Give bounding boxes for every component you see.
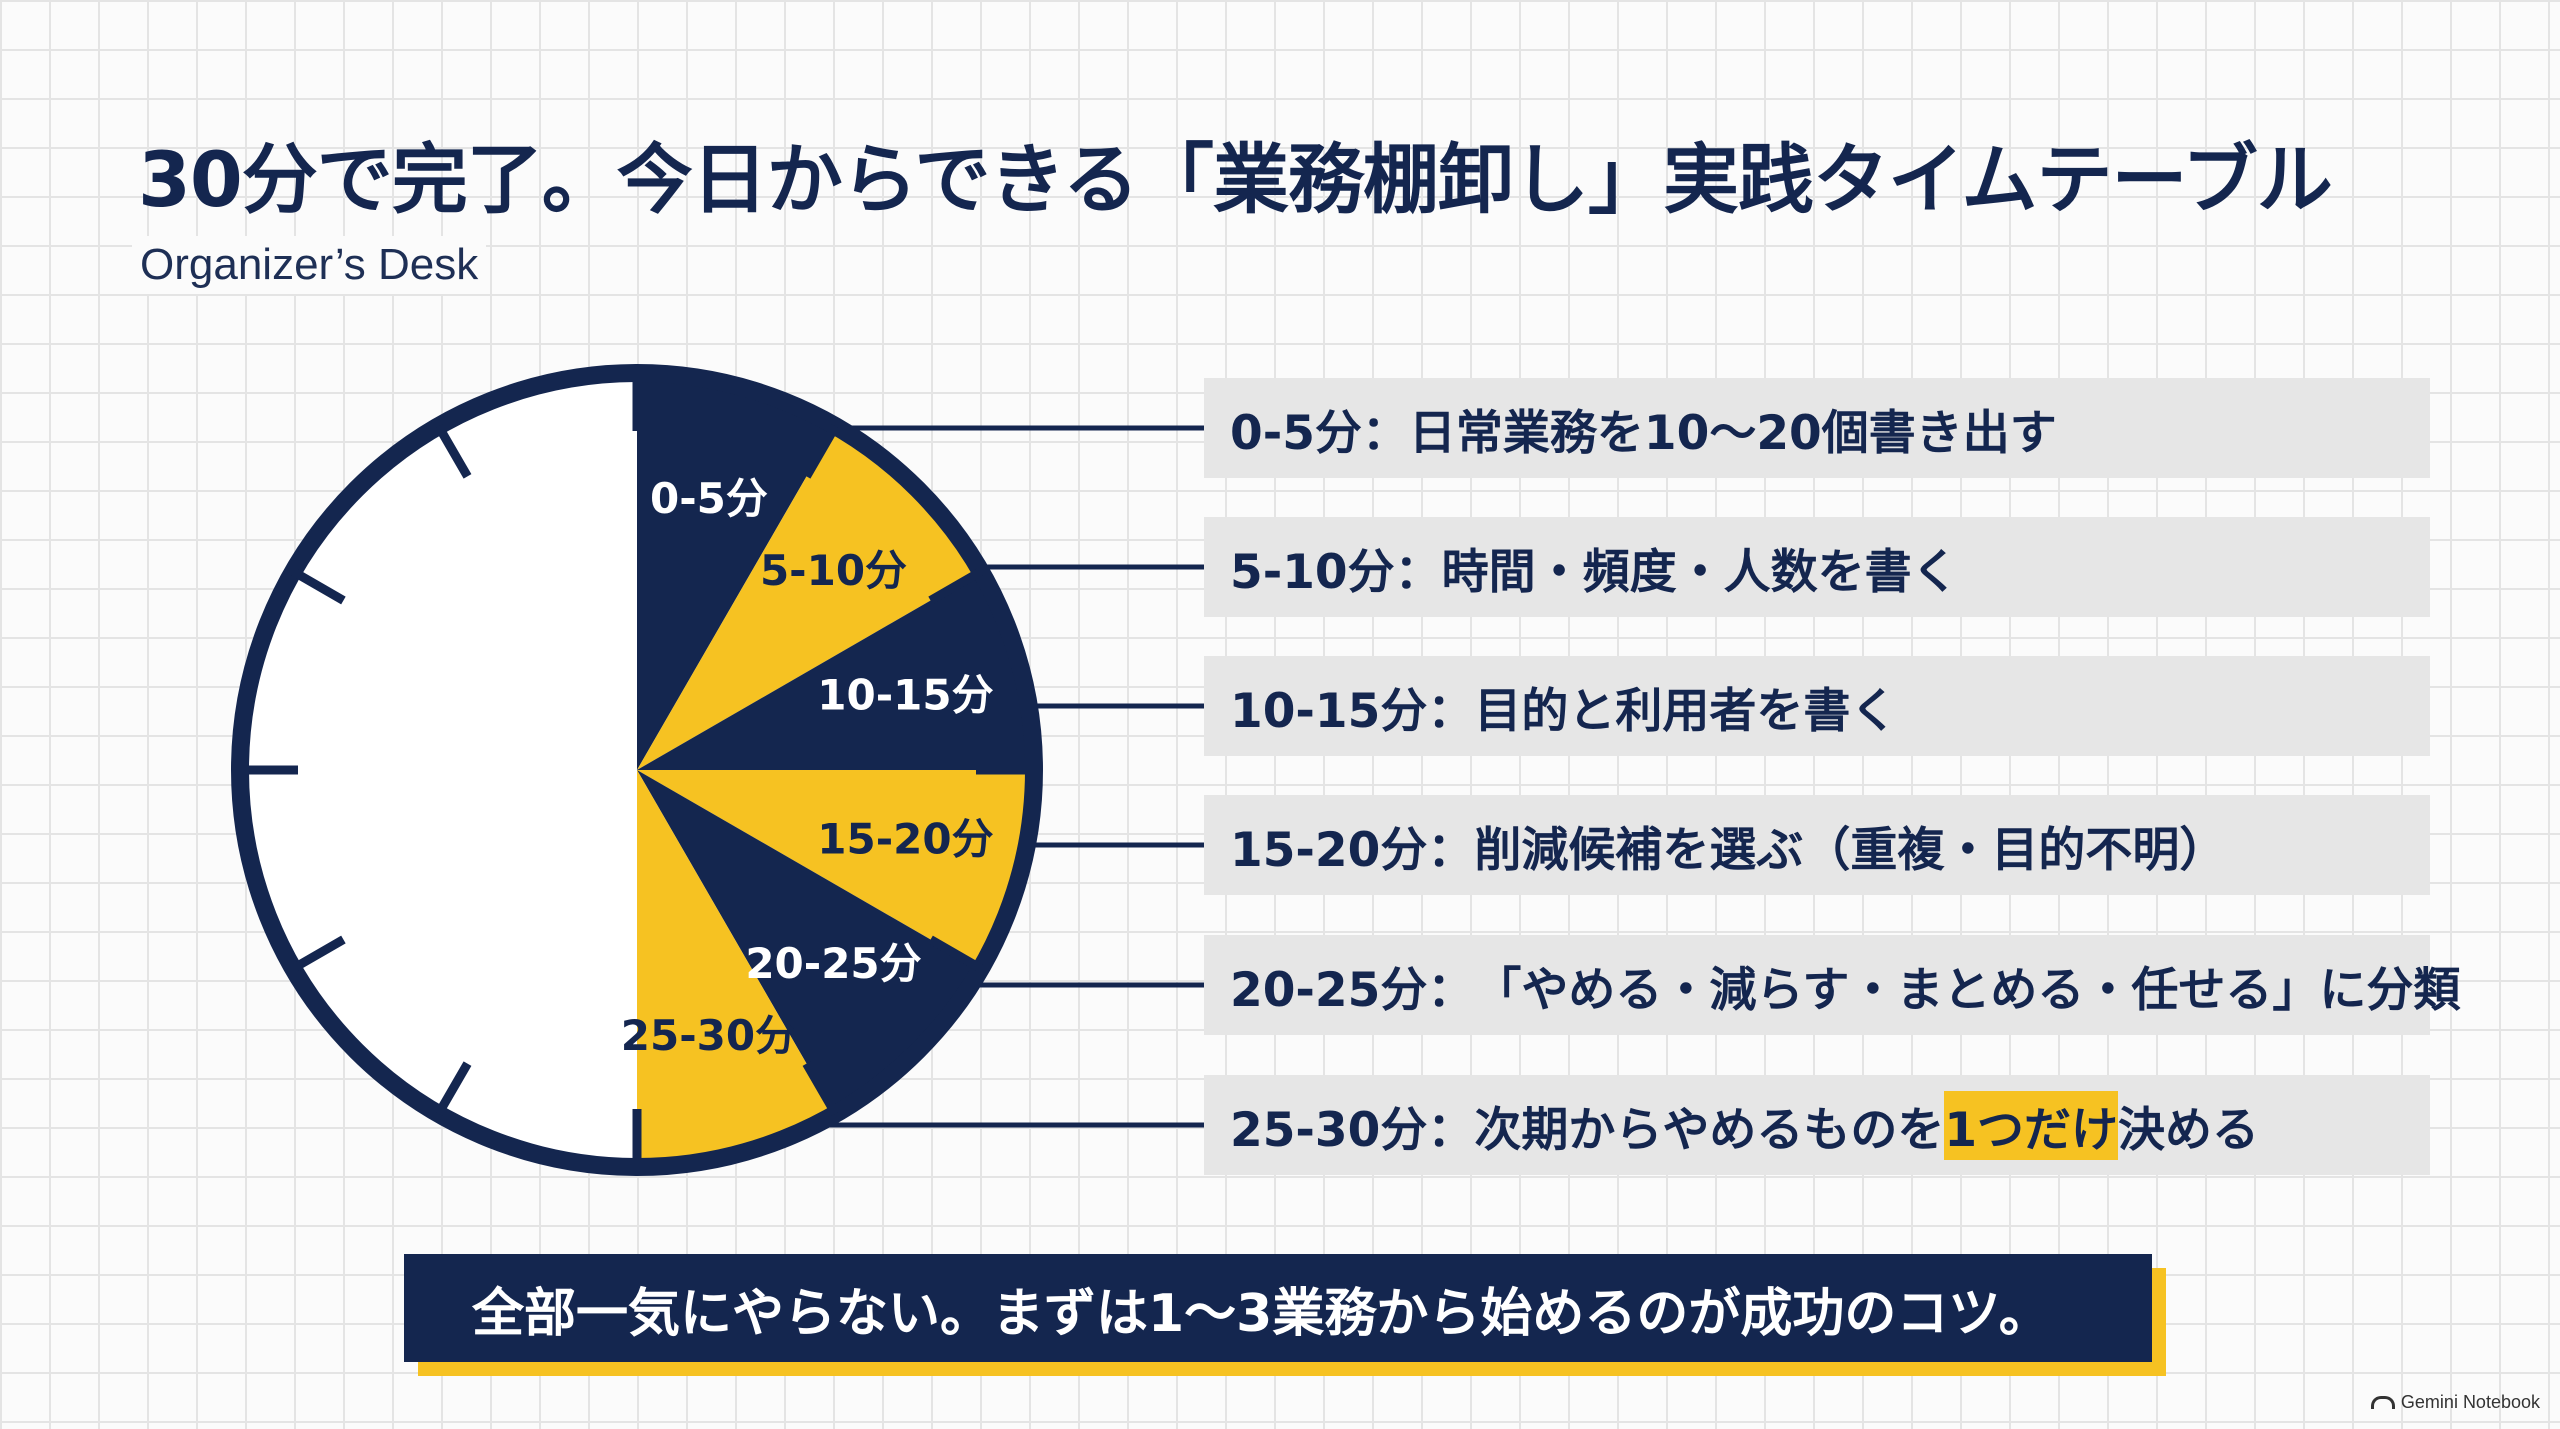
step-text: 日常業務を10〜20個書き出す <box>1408 405 2057 461</box>
step-10-15: 10-15分：目的と利用者を書く <box>1204 656 2430 756</box>
clock-tick <box>802 423 840 479</box>
step-text: 時間・頻度・人数を書く <box>1441 544 1959 600</box>
clock-tick <box>802 1061 840 1117</box>
footer-message: 全部一気にやらない。まずは1〜3業務から始めるのが成功のコツ。 <box>404 1254 2152 1362</box>
step-time: 15-20分 <box>1230 822 1428 878</box>
clock-labels: 0-5分 5-10分 10-15分 15-20分 20-25分 25-30分 <box>621 474 994 1060</box>
gemini-logo-icon <box>2370 1396 2395 1409</box>
segment-label: 15-20分 <box>817 814 993 863</box>
segment-label: 5-10分 <box>760 546 907 595</box>
clock-ticks <box>240 373 1034 1167</box>
step-highlight: 1つだけ <box>1944 1090 2119 1160</box>
step-separator: ： <box>1427 1102 1475 1158</box>
step-separator: ： <box>1361 405 1409 461</box>
step-time: 25-30分 <box>1230 1102 1428 1158</box>
step-25-30: 25-30分：次期からやめるものを 1つだけ 決める <box>1204 1075 2430 1175</box>
step-separator: ： <box>1427 822 1475 878</box>
clock-tick <box>290 567 346 605</box>
clock-segment <box>637 571 1034 770</box>
step-text: 目的と利用者を書く <box>1474 683 1898 739</box>
footer-text: 全部一気にやらない。まずは1〜3業務から始めるのが成功のコツ。 <box>472 1283 2051 1344</box>
segment-label: 10-15分 <box>817 671 993 720</box>
step-text-before: 次期からやめるものを <box>1474 1102 1945 1158</box>
step-20-25: 20-25分：「やめる・減らす・まとめる・任せる」に分類 <box>1204 935 2460 1035</box>
segment-label: 20-25分 <box>745 939 921 988</box>
segment-label: 25-30分 <box>621 1011 797 1060</box>
clock-segment <box>637 426 981 770</box>
clock-tick <box>290 935 346 973</box>
step-15-20: 15-20分：削減候補を選ぶ（重複・目的不明） <box>1204 795 2430 895</box>
step-time: 0-5分 <box>1230 405 1362 461</box>
step-0-5: 0-5分：日常業務を10〜20個書き出す <box>1204 378 2430 478</box>
clock-tick <box>434 1061 472 1117</box>
page-subtitle: Organizer’s Desk <box>132 236 487 294</box>
clock-tick <box>928 935 984 973</box>
step-time: 20-25分 <box>1230 962 1428 1018</box>
step-separator: ： <box>1394 544 1442 600</box>
step-text: 削減候補を選ぶ（重複・目的不明） <box>1474 822 2227 878</box>
clock-segment <box>637 770 836 1167</box>
step-5-10: 5-10分：時間・頻度・人数を書く <box>1204 517 2430 617</box>
page-title: 30分で完了。今日からできる「業務棚卸し」実践タイムテーブル <box>138 135 2333 224</box>
clock-tick <box>434 423 472 479</box>
clock-tick <box>928 567 984 605</box>
step-text-after: 決める <box>2118 1102 2260 1158</box>
watermark-text: Gemini Notebook <box>2400 1392 2540 1412</box>
step-time: 10-15分 <box>1230 683 1428 739</box>
leader-lines <box>826 425 1204 1128</box>
clock-segment <box>637 770 1034 969</box>
step-separator: ： <box>1427 962 1475 1018</box>
step-time: 5-10分 <box>1230 544 1395 600</box>
segment-label: 0-5分 <box>650 474 768 523</box>
step-text: 「やめる・減らす・まとめる・任せる」に分類 <box>1474 962 2461 1018</box>
watermark: Gemini Notebook <box>2370 1392 2540 1413</box>
clock-segment <box>637 373 836 770</box>
clock-segment <box>637 770 981 1114</box>
clock-segments <box>637 373 1034 1167</box>
step-separator: ： <box>1427 683 1475 739</box>
